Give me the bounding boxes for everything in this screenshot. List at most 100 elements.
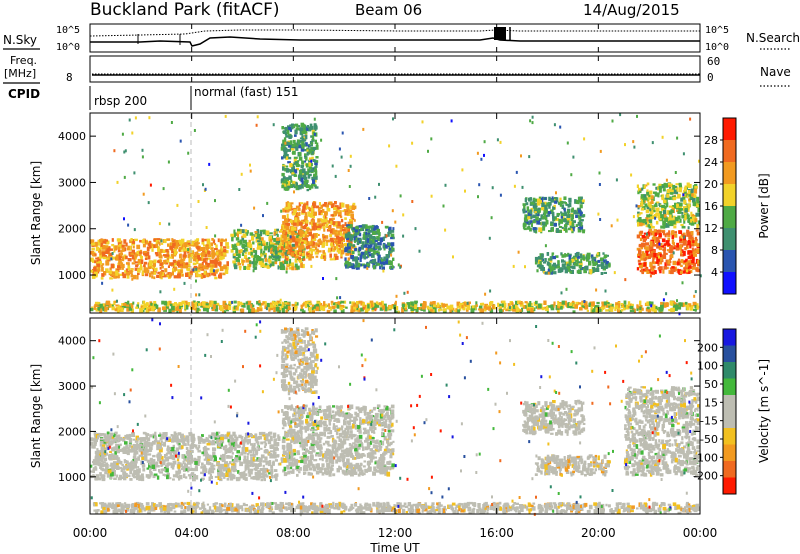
- vel-cell: [260, 441, 264, 445]
- power-cell: [312, 183, 316, 186]
- vel-cell: [104, 442, 107, 446]
- power-cell: [312, 304, 316, 309]
- power-cell: [109, 277, 113, 280]
- vel-cell: [142, 431, 146, 435]
- vel-cell: [168, 462, 172, 466]
- power-cell: [360, 245, 364, 250]
- power-cell: [659, 188, 662, 193]
- power-cell: [280, 305, 284, 310]
- power-cell: [369, 225, 374, 229]
- power-cell: [670, 301, 674, 306]
- power-speckle: [630, 173, 633, 177]
- power-speckle: [499, 193, 502, 197]
- power-cell: [229, 301, 232, 305]
- power-cell: [137, 302, 140, 305]
- power-speckle: [249, 163, 251, 167]
- power-cell: [163, 301, 168, 306]
- power-cell: [228, 305, 232, 310]
- power-cell: [675, 191, 679, 195]
- power-cell: [638, 190, 642, 194]
- power-cell: [340, 253, 343, 257]
- vel-cell: [122, 438, 126, 442]
- power-cell: [369, 303, 372, 309]
- power-cell: [671, 234, 675, 239]
- vel-cell: [161, 443, 164, 446]
- power-cell: [96, 263, 100, 267]
- power-cell: [466, 305, 471, 310]
- power-cell: [205, 303, 209, 306]
- power-cell: [564, 211, 567, 216]
- power-cell: [136, 250, 140, 255]
- power-cell: [610, 303, 614, 308]
- power-cell: [181, 300, 186, 305]
- power-cell: [646, 191, 650, 196]
- power-cell: [166, 251, 170, 256]
- power-cell: [181, 238, 185, 244]
- power-speckle: [123, 217, 125, 221]
- power-cell: [664, 206, 667, 209]
- vel-cell: [149, 471, 153, 475]
- power-cell: [377, 254, 381, 258]
- power-cell: [547, 212, 551, 217]
- power-cell: [205, 263, 209, 268]
- power-cell: [688, 264, 692, 269]
- power-cell: [404, 307, 407, 311]
- vel-cell: [142, 437, 146, 442]
- power-cell: [245, 301, 249, 305]
- power-cell: [295, 163, 299, 166]
- power-cell: [521, 307, 524, 312]
- power-cell: [431, 301, 436, 307]
- power-cell: [143, 251, 146, 256]
- power-cell: [125, 271, 130, 276]
- power-cell: [296, 220, 300, 223]
- power-cell: [650, 265, 653, 268]
- power-cell: [680, 264, 683, 267]
- power-cell: [503, 305, 507, 310]
- power-cell: [382, 236, 385, 241]
- power-cell: [380, 258, 384, 262]
- power-speckle: [499, 140, 502, 144]
- power-cell: [693, 253, 697, 257]
- power-cell: [360, 307, 364, 312]
- power-cell: [312, 233, 317, 238]
- power-cell: [278, 310, 281, 313]
- power-cell: [356, 230, 360, 235]
- power-cell: [117, 274, 120, 279]
- power-cell: [298, 258, 302, 263]
- power-cell: [677, 211, 681, 214]
- nsearch-trace: [89, 29, 700, 37]
- velocity-panel-bg: [90, 318, 700, 514]
- power-cell: [304, 302, 308, 305]
- power-cell: [187, 302, 190, 306]
- power-cell: [367, 244, 372, 249]
- power-cell: [568, 197, 572, 203]
- vel-cell: [220, 463, 224, 467]
- power-cell: [695, 268, 699, 272]
- power-cell: [249, 260, 252, 264]
- vel-cell: [95, 474, 99, 480]
- power-cell: [286, 222, 291, 226]
- vel-cell: [92, 444, 96, 449]
- power-cell: [489, 301, 494, 304]
- vel-cell: [105, 466, 109, 472]
- power-cell: [218, 274, 222, 278]
- power-cell: [255, 238, 258, 243]
- power-cell: [690, 239, 693, 242]
- power-speckle: [570, 228, 573, 232]
- power-cell: [593, 256, 597, 260]
- power-cell: [215, 251, 219, 255]
- vel-cell: [150, 459, 154, 464]
- power-cell: [571, 207, 574, 212]
- power-cell: [537, 198, 541, 203]
- power-cell: [156, 274, 161, 278]
- power-cell: [484, 308, 487, 312]
- power-cell: [454, 309, 457, 312]
- power-cell: [449, 304, 454, 310]
- power-cell: [532, 197, 536, 201]
- power-cell: [653, 308, 657, 313]
- power-cell: [384, 233, 387, 239]
- vel-cell: [254, 433, 258, 437]
- power-cell: [656, 241, 660, 246]
- power-cell: [556, 213, 560, 216]
